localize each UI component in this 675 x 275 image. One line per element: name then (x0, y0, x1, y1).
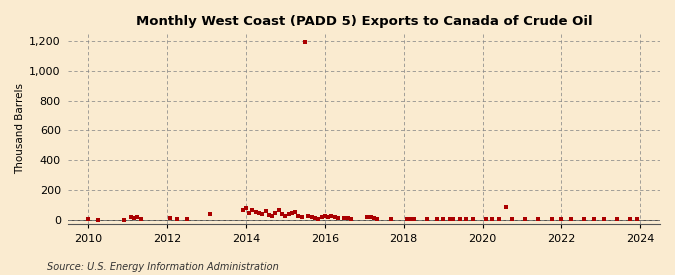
Text: Source: U.S. Energy Information Administration: Source: U.S. Energy Information Administ… (47, 262, 279, 272)
Point (369, 216, 379, 220)
Point (402, 217, 412, 222)
Point (566, 217, 576, 222)
Point (267, 213, 277, 218)
Point (273, 208, 284, 213)
Point (507, 217, 518, 222)
Point (319, 213, 330, 218)
Point (460, 217, 471, 222)
Point (333, 216, 344, 220)
Point (326, 214, 337, 218)
Point (500, 205, 511, 210)
Point (237, 208, 248, 213)
Point (92, 217, 103, 222)
Point (632, 217, 643, 222)
Point (132, 215, 143, 219)
Point (254, 211, 265, 216)
Point (408, 217, 419, 222)
Point (280, 214, 291, 218)
Title: Monthly West Coast (PADD 5) Exports to Canada of Crude Oil: Monthly West Coast (PADD 5) Exports to C… (136, 15, 593, 28)
Point (448, 217, 458, 221)
Point (83, 217, 94, 222)
Point (599, 217, 610, 222)
Y-axis label: Thousand Barrels: Thousand Barrels (15, 83, 25, 174)
Point (316, 214, 327, 219)
Point (240, 206, 251, 210)
Point (250, 210, 261, 214)
Point (313, 217, 323, 221)
Point (362, 214, 373, 219)
Point (493, 217, 504, 222)
Point (277, 212, 288, 216)
Point (126, 215, 136, 219)
Point (303, 214, 314, 218)
Point (171, 217, 182, 221)
Point (270, 210, 281, 215)
Point (520, 217, 531, 222)
Point (385, 217, 396, 222)
Point (310, 216, 321, 220)
Point (533, 217, 544, 222)
Point (444, 217, 455, 222)
Point (244, 210, 254, 215)
Point (286, 210, 297, 215)
Point (296, 214, 307, 219)
Point (431, 217, 442, 222)
Point (205, 212, 215, 216)
Point (293, 213, 304, 218)
Point (579, 217, 590, 222)
Point (300, 40, 310, 45)
Point (290, 210, 300, 214)
Point (556, 217, 567, 222)
Point (365, 215, 376, 219)
Point (182, 217, 192, 221)
Point (481, 217, 491, 222)
Point (119, 218, 130, 222)
Point (342, 216, 353, 221)
Point (306, 215, 317, 219)
Point (346, 217, 356, 222)
Point (454, 217, 465, 222)
Point (625, 217, 636, 222)
Point (467, 217, 478, 222)
Point (323, 215, 333, 219)
Point (405, 217, 416, 221)
Point (257, 212, 268, 216)
Point (612, 217, 623, 222)
Point (487, 217, 497, 222)
Point (135, 217, 146, 221)
Point (263, 213, 274, 217)
Point (284, 212, 294, 216)
Point (165, 216, 176, 220)
Point (261, 209, 271, 213)
Point (589, 217, 599, 222)
Point (129, 216, 140, 220)
Point (437, 217, 448, 222)
Point (421, 217, 432, 222)
Point (339, 216, 350, 220)
Point (372, 217, 383, 221)
Point (247, 207, 258, 212)
Point (329, 215, 340, 219)
Point (546, 217, 557, 222)
